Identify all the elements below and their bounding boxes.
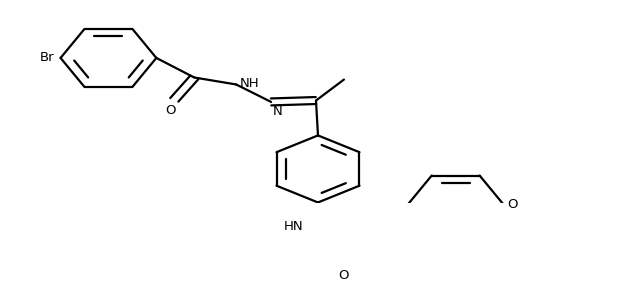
Text: O: O bbox=[339, 269, 349, 282]
Text: N: N bbox=[273, 105, 283, 118]
Text: O: O bbox=[508, 198, 518, 211]
Text: Br: Br bbox=[40, 51, 54, 64]
Text: HN: HN bbox=[283, 220, 303, 233]
Text: NH: NH bbox=[240, 77, 260, 90]
Text: O: O bbox=[165, 104, 176, 117]
